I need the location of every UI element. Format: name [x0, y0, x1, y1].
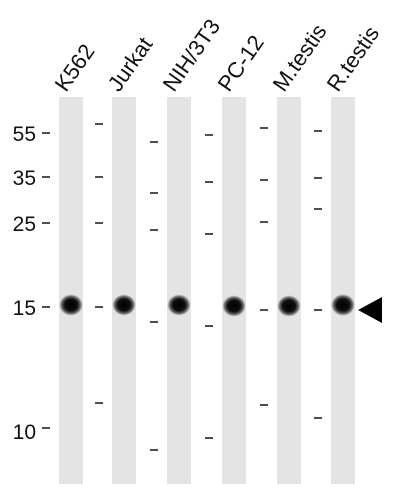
mw-label-25: 25: [13, 213, 36, 236]
protein-band: [331, 294, 355, 316]
lane-strip: [277, 97, 301, 484]
molecular-weight-labels: 55 35 25 15 10: [13, 123, 36, 444]
protein-band: [222, 295, 246, 317]
lane-strip: [167, 97, 191, 484]
lane-strip: [222, 97, 246, 484]
lane-strip: [331, 97, 355, 484]
mw-label-15: 15: [13, 297, 36, 320]
lanes-group: [42, 97, 355, 484]
lane-strip: [59, 97, 83, 484]
mw-label-55: 55: [13, 123, 36, 146]
lane-label: PC-12: [213, 30, 269, 95]
protein-band: [112, 294, 136, 316]
mw-label-35: 35: [13, 167, 36, 190]
protein-band: [277, 295, 301, 317]
lane-strip: [112, 97, 136, 484]
mw-label-10: 10: [13, 421, 36, 444]
lane-label: Jurkat: [103, 32, 158, 95]
lane-label: K562: [50, 39, 100, 95]
protein-band: [59, 294, 83, 316]
band-arrow-icon: [358, 297, 382, 323]
lane-label: R.testis: [322, 21, 385, 95]
protein-band: [167, 294, 191, 316]
lane-label: M.testis: [268, 19, 332, 95]
